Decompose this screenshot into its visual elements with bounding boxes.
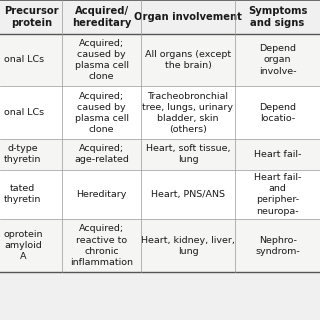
Text: onal LCs: onal LCs [4,108,44,117]
Text: d-type
thyretin: d-type thyretin [4,144,41,164]
Text: oprotein
amyloid
A: oprotein amyloid A [4,230,43,261]
Text: Tracheobronchial
tree, lungs, urinary
bladder, skin
(others): Tracheobronchial tree, lungs, urinary bl… [142,92,234,134]
Bar [0,86,320,139]
Text: Symptoms
and signs: Symptoms and signs [248,6,307,28]
Bar [0,34,320,86]
Text: Heart, PNS/ANS: Heart, PNS/ANS [151,190,225,199]
Text: Acquired;
age-related: Acquired; age-related [74,144,129,164]
Text: Acquired;
caused by
plasma cell
clone: Acquired; caused by plasma cell clone [75,39,129,81]
Text: Acquired;
caused by
plasma cell
clone: Acquired; caused by plasma cell clone [75,92,129,134]
Text: onal LCs: onal LCs [4,55,44,65]
Text: Acquired/
hereditary: Acquired/ hereditary [72,6,131,28]
Text: Heart, soft tissue,
lung: Heart, soft tissue, lung [146,144,230,164]
Text: Acquired;
reactive to
chronic
inflammation: Acquired; reactive to chronic inflammati… [70,224,133,267]
Text: Heart fail-: Heart fail- [254,150,301,159]
Text: Precursor
protein: Precursor protein [4,6,59,28]
Bar [0,170,320,219]
Text: Organ involvement: Organ involvement [134,12,242,22]
Bar [0,139,320,170]
Text: Heart, kidney, liver,
lung: Heart, kidney, liver, lung [141,236,235,256]
Text: Depend
locatio-: Depend locatio- [259,103,296,123]
Text: Hereditary: Hereditary [76,190,127,199]
Text: Heart fail-
and
peripher-
neuropa-: Heart fail- and peripher- neuropa- [254,173,301,216]
Bar [0,219,320,272]
Text: Depend
organ
involve-: Depend organ involve- [259,44,296,76]
Text: All organs (except
the brain): All organs (except the brain) [145,50,231,70]
Text: Nephro-
syndrom-: Nephro- syndrom- [255,236,300,256]
Text: tated
thyretin: tated thyretin [4,184,41,204]
Bar [0,0,320,34]
